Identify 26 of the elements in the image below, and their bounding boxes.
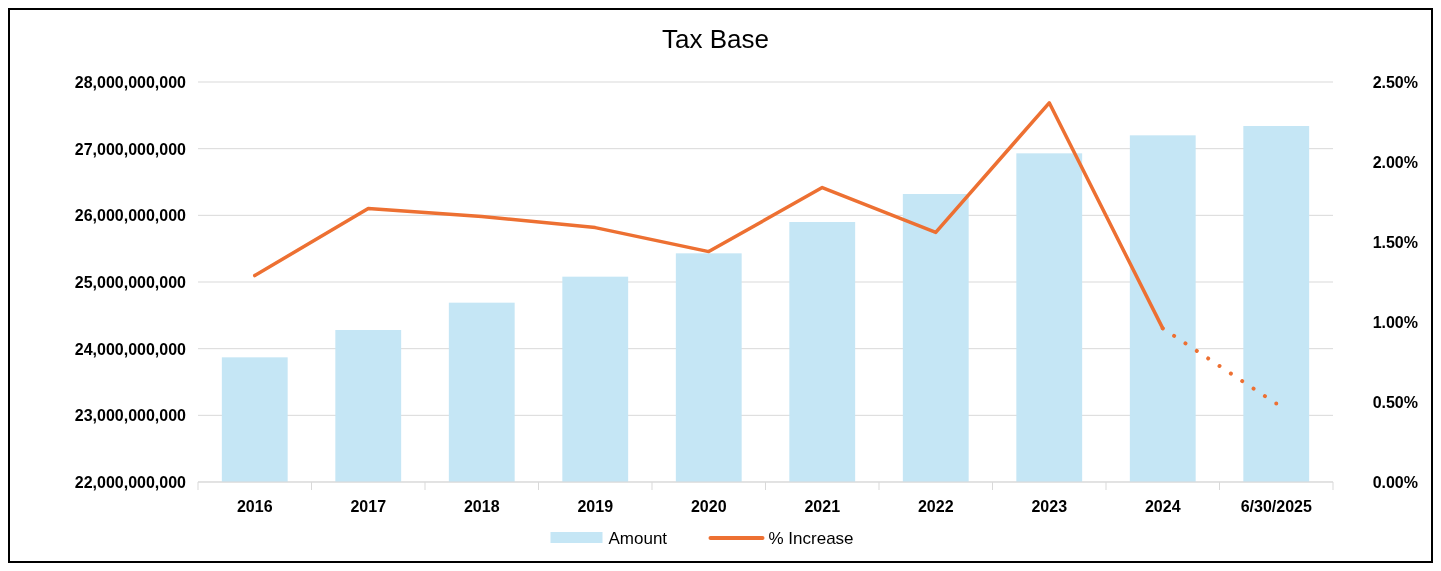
legend-label: Amount (608, 529, 668, 548)
y-tick-label: 26,000,000,000 (74, 207, 187, 225)
y-tick-label: 22,000,000,000 (74, 474, 187, 491)
y2-tick-label: 2.50% (1372, 74, 1418, 91)
y-tick-label: 23,000,000,000 (74, 407, 187, 425)
legend-label: % Increase (768, 529, 854, 548)
y2-tick-label: 1.00% (1372, 314, 1418, 331)
y-tick-label: 27,000,000,000 (74, 140, 187, 158)
y2-tick-label: 1.50% (1372, 234, 1418, 251)
x-tick-label: 2020 (690, 498, 727, 515)
y-tick-label: 24,000,000,000 (74, 340, 187, 358)
x-tick-label: 2024 (1144, 498, 1181, 515)
y-tick-label: 25,000,000,000 (74, 274, 187, 291)
y2-tick-label: 2.00% (1372, 154, 1418, 171)
x-tick-label: 2017 (350, 498, 387, 515)
x-tick-label: 2016 (236, 498, 273, 515)
chart-title: Tax Base (662, 24, 769, 54)
x-tick-label: 2022 (917, 498, 954, 515)
x-tick-label: 2019 (577, 498, 614, 515)
x-tick-label: 2018 (463, 498, 500, 515)
x-tick-label: 2021 (804, 498, 841, 515)
y2-tick-label: 0.50% (1372, 394, 1418, 411)
y-tick-label: 28,000,000,000 (74, 74, 187, 91)
x-tick-label: 6/30/2025 (1240, 498, 1312, 515)
x-tick-label: 2023 (1031, 498, 1068, 515)
y2-tick-label: 0.00% (1372, 474, 1418, 491)
